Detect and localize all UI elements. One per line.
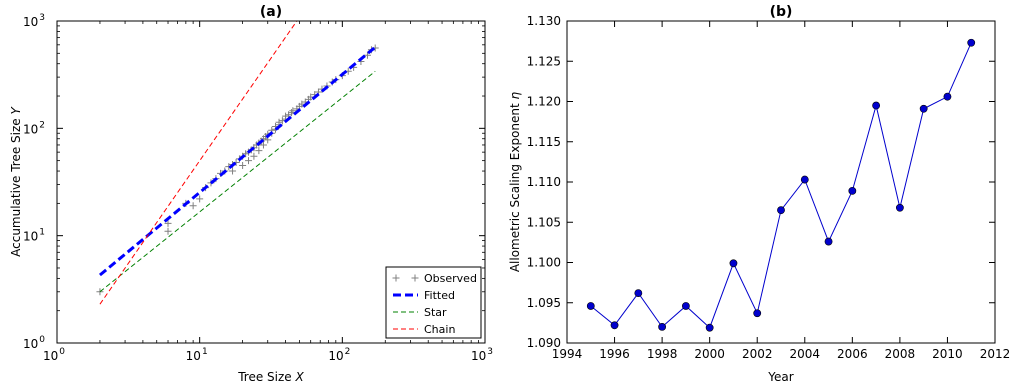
- panel-b-frame: [566, 20, 996, 344]
- panel-b-ylabel: Allometric Scaling Exponent η: [508, 91, 522, 272]
- x-tick-label: 2000: [694, 347, 725, 361]
- exponent-point: [634, 289, 643, 297]
- x-tick-label: 2008: [885, 347, 916, 361]
- x-tick-label: 2002: [742, 347, 773, 361]
- exponent-point: [681, 302, 690, 310]
- panel-a-frame: [56, 20, 486, 344]
- exponent-point: [753, 309, 762, 318]
- observed-point: [242, 150, 250, 158]
- y-tick-label: 1.100: [527, 256, 561, 270]
- legend-observed-marker: [411, 274, 419, 282]
- observed-point: [164, 219, 172, 227]
- x-tick-label: 1996: [599, 347, 630, 361]
- panel-a-title: (a): [260, 4, 282, 20]
- y-tick-label: 100: [23, 335, 45, 351]
- exponent-point: [586, 302, 595, 310]
- exponent-point: [967, 38, 976, 47]
- x-tick-label: 2006: [837, 347, 868, 361]
- exponent-point: [777, 206, 785, 215]
- exponent-point: [895, 203, 904, 212]
- x-tick-label: 2004: [790, 347, 821, 361]
- observed-point: [245, 157, 253, 165]
- x-tick-label: 103: [471, 347, 493, 363]
- y-tick-label: 103: [23, 13, 45, 29]
- legend-observed-marker: [392, 274, 400, 282]
- panel-a-xlabel: Tree Size X: [237, 370, 304, 384]
- panel-a: (a) 100 101 102 103 100 101 102 103 Tree Size X…: [9, 4, 493, 384]
- observed-point: [196, 195, 204, 203]
- exponent-point: [919, 104, 928, 113]
- panel-b: (b) 1994 1996 1998 2000 2002 2004 2006 2008 2010…: [508, 4, 1010, 384]
- observed-point: [164, 227, 172, 235]
- observed-point: [289, 107, 297, 115]
- y-tick-label: 102: [23, 120, 45, 136]
- legend-fitted-label: Fitted: [424, 289, 455, 302]
- observed-point: [259, 141, 267, 149]
- y-tick-label: 1.120: [527, 95, 561, 109]
- observed-point: [363, 51, 371, 59]
- y-tick-label: 1.110: [527, 175, 561, 189]
- exponent-point: [872, 101, 881, 110]
- panel-a-legend: Observed Fitted Star Chain: [385, 266, 482, 339]
- y-tick-label: 1.130: [527, 14, 561, 28]
- exponent-point: [848, 186, 857, 195]
- exponent-point: [610, 321, 619, 330]
- x-tick-label: 100: [43, 347, 65, 363]
- x-tick-label: 1998: [647, 347, 678, 361]
- x-tick-label: 2012: [980, 347, 1011, 361]
- legend-chain-label: Chain: [424, 323, 455, 336]
- exponent-point: [729, 259, 738, 268]
- observed-point: [275, 118, 283, 126]
- observed-point: [282, 112, 290, 120]
- exponent-line: [590, 42, 972, 329]
- legend-box: [385, 266, 482, 339]
- y-tick-label: 1.105: [527, 215, 561, 229]
- fitted-line: [98, 46, 377, 277]
- y-tick-label: 1.115: [527, 135, 561, 149]
- observed-point: [96, 288, 104, 296]
- y-tick-label: 1.090: [527, 336, 561, 350]
- y-tick-label: 1.125: [527, 54, 561, 68]
- chain-line: [99, 21, 298, 305]
- panel-a-series: [96, 21, 379, 305]
- exponent-point: [658, 322, 667, 331]
- y-tick-label: 101: [23, 228, 45, 244]
- star-line: [99, 70, 376, 293]
- legend-observed-label: Observed: [424, 272, 477, 285]
- legend-star-label: Star: [424, 306, 447, 319]
- observed-point: [250, 152, 258, 160]
- x-tick-label: 102: [328, 347, 350, 363]
- panel-b-ticks: 1994 1996 1998 2000 2002 2004 2006 2008 2010 2012…: [527, 14, 1011, 361]
- observed-point: [229, 167, 237, 175]
- exponent-point: [705, 323, 714, 332]
- observed-point: [255, 147, 263, 155]
- panel-a-ylabel: Accumulative Tree Size Y: [9, 105, 23, 256]
- x-tick-label: 101: [186, 347, 208, 363]
- panel-b-xlabel: Year: [767, 370, 793, 384]
- exponent-point: [943, 92, 952, 101]
- panel-b-plot-area: [586, 38, 976, 332]
- x-tick-label: 2010: [932, 347, 963, 361]
- x-tick-label: 1994: [552, 347, 583, 361]
- observed-point: [239, 162, 247, 170]
- panel-b-title: (b): [770, 4, 793, 20]
- observed-point: [189, 202, 197, 210]
- panel-a-plot-area: [96, 21, 379, 305]
- y-tick-label: 1.095: [527, 296, 561, 310]
- exponent-point: [824, 237, 833, 246]
- exponent-point: [800, 175, 809, 184]
